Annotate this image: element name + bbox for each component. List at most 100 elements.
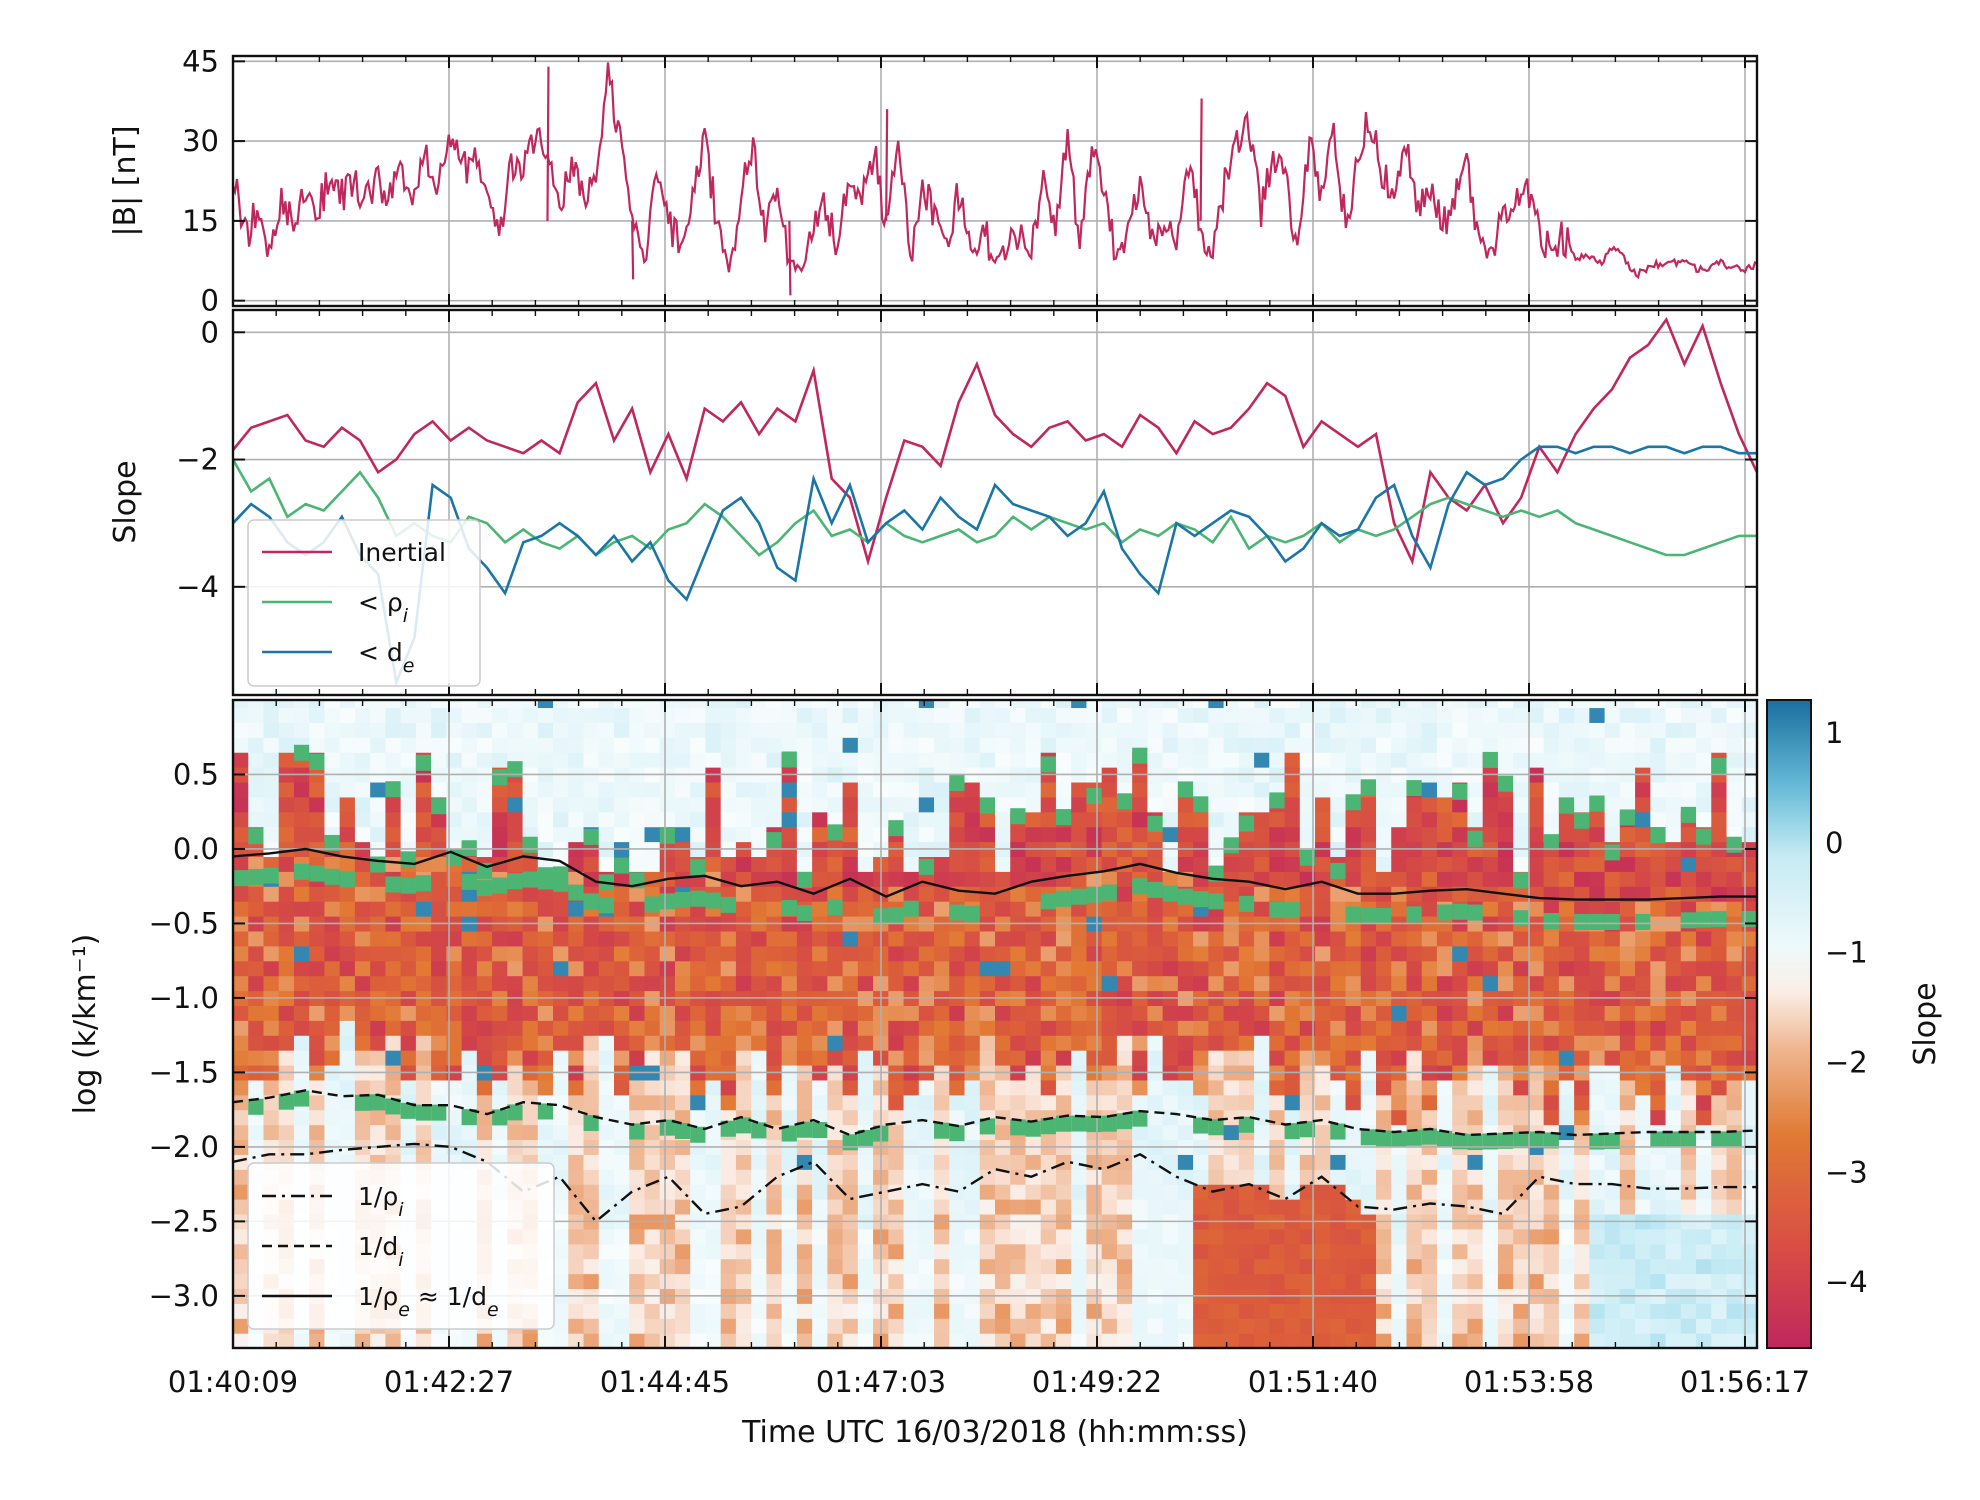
heatmap-cell [1147, 1079, 1164, 1096]
heatmap-cell [1238, 930, 1255, 947]
heatmap-cell [1513, 1273, 1529, 1290]
heatmap-cell [979, 722, 996, 738]
heatmap-cell [796, 1079, 813, 1096]
heatmap-cell [1299, 737, 1316, 753]
heatmap-cell [1665, 1020, 1682, 1036]
heatmap-cell [1284, 886, 1301, 902]
field-magnitude-spike [631, 220, 635, 280]
heatmap-cell [1497, 1303, 1514, 1319]
heatmap-cell [720, 1094, 737, 1111]
heatmap-cell [1238, 1005, 1255, 1021]
heatmap-cell [1482, 1079, 1499, 1096]
heatmap-cell [1086, 1094, 1103, 1111]
heatmap-cell [1406, 945, 1423, 962]
heatmap-cell [827, 1184, 844, 1200]
heatmap-cell [1391, 1184, 1408, 1200]
heatmap-cell [1101, 722, 1118, 738]
heatmap-cell [293, 811, 310, 828]
heatmap-cell [1726, 707, 1743, 723]
heatmap-cell [1665, 1243, 1682, 1260]
heatmap-cell [918, 1258, 935, 1275]
heatmap-cell [1254, 1020, 1270, 1036]
heatmap-cell [1391, 1258, 1408, 1275]
heatmap-cell [1604, 1050, 1621, 1066]
heatmap-cell [1726, 975, 1743, 992]
heatmap-cell [1071, 1005, 1088, 1021]
heatmap-cell [1315, 1094, 1331, 1111]
heatmap-cell [339, 1035, 356, 1051]
heatmap-cell [918, 930, 935, 947]
heatmap-cell [1208, 781, 1225, 798]
heatmap-cell [1604, 826, 1621, 843]
heatmap-cell [1101, 796, 1118, 813]
heatmap-cell [354, 1050, 371, 1066]
heatmap-cell [1162, 700, 1179, 709]
heatmap-cell [1101, 1228, 1118, 1245]
heatmap-cell [1513, 1243, 1529, 1260]
heatmap-cell [949, 1005, 966, 1021]
heatmap-break-marker [842, 1134, 859, 1151]
heatmap-cell [1528, 1169, 1545, 1185]
heatmap-cell [995, 930, 1011, 947]
heatmap-cell [1467, 1243, 1484, 1260]
heatmap-cell [1193, 1050, 1209, 1066]
heatmap-cell [720, 930, 737, 947]
heatmap-cell [1055, 1199, 1072, 1215]
heatmap-cell [263, 1124, 280, 1141]
heatmap-cell [1574, 707, 1590, 723]
heatmap-cell [842, 1333, 859, 1348]
heatmap-cell [1635, 871, 1651, 887]
heatmap-cell [1619, 1243, 1636, 1260]
heatmap-cell [629, 1020, 646, 1036]
heatmap-cell [781, 796, 798, 813]
heatmap-cell [598, 722, 615, 738]
heatmap-cell [1574, 752, 1590, 768]
heatmap-cell [949, 811, 966, 828]
heatmap-cell [1376, 1273, 1392, 1290]
heatmap-cell [979, 826, 996, 843]
heatmap-cell [263, 796, 280, 813]
heatmap-cell [918, 1079, 935, 1096]
heatmap-cell [1406, 1020, 1423, 1036]
heatmap-cell [1726, 960, 1743, 977]
heatmap-cell [629, 1199, 646, 1215]
heatmap-cell [766, 737, 783, 753]
heatmap-cell [1055, 960, 1072, 977]
heatmap-cell [1132, 945, 1148, 962]
heatmap-cell [1513, 1184, 1529, 1200]
heatmap-cell [598, 1273, 615, 1290]
heatmap-cell [1589, 1035, 1606, 1051]
heatmap-cell [934, 1303, 950, 1319]
heatmap-cell [1452, 1303, 1469, 1319]
y-tick-label: −1.0 [149, 981, 219, 1015]
heatmap-cell [1619, 707, 1636, 723]
heatmap-cell [934, 826, 950, 843]
heatmap-cell [903, 1333, 920, 1348]
heatmap-break-marker [949, 1125, 966, 1142]
heatmap-cell [1696, 737, 1712, 753]
heatmap-cell [1345, 975, 1362, 992]
heatmap-cell [1086, 871, 1103, 887]
heatmap-cell [1116, 1020, 1133, 1036]
heatmap-cell [964, 1318, 981, 1334]
heatmap-cell [583, 1184, 600, 1200]
heatmap-cell [1741, 1050, 1757, 1066]
heatmap-cell [522, 975, 539, 992]
heatmap-cell [705, 930, 722, 947]
heatmap-cell [354, 975, 371, 992]
heatmap-cell [1025, 737, 1042, 753]
heatmap-cell [735, 700, 752, 709]
heatmap-cell [1452, 722, 1469, 738]
heatmap-cell [1284, 1079, 1301, 1096]
heatmap-cell [1436, 707, 1453, 723]
heatmap-cell [1406, 960, 1423, 977]
field-magnitude-spike [788, 220, 792, 296]
heatmap-cell [827, 1005, 844, 1021]
heatmap-cell [1254, 856, 1270, 872]
heatmap-cell [278, 975, 295, 992]
heatmap-cell [690, 975, 707, 992]
heatmap-cell [1650, 1199, 1667, 1215]
heatmap-cell [1071, 700, 1088, 709]
heatmap-cell [1162, 1124, 1179, 1141]
heatmap-cell [781, 1050, 798, 1066]
